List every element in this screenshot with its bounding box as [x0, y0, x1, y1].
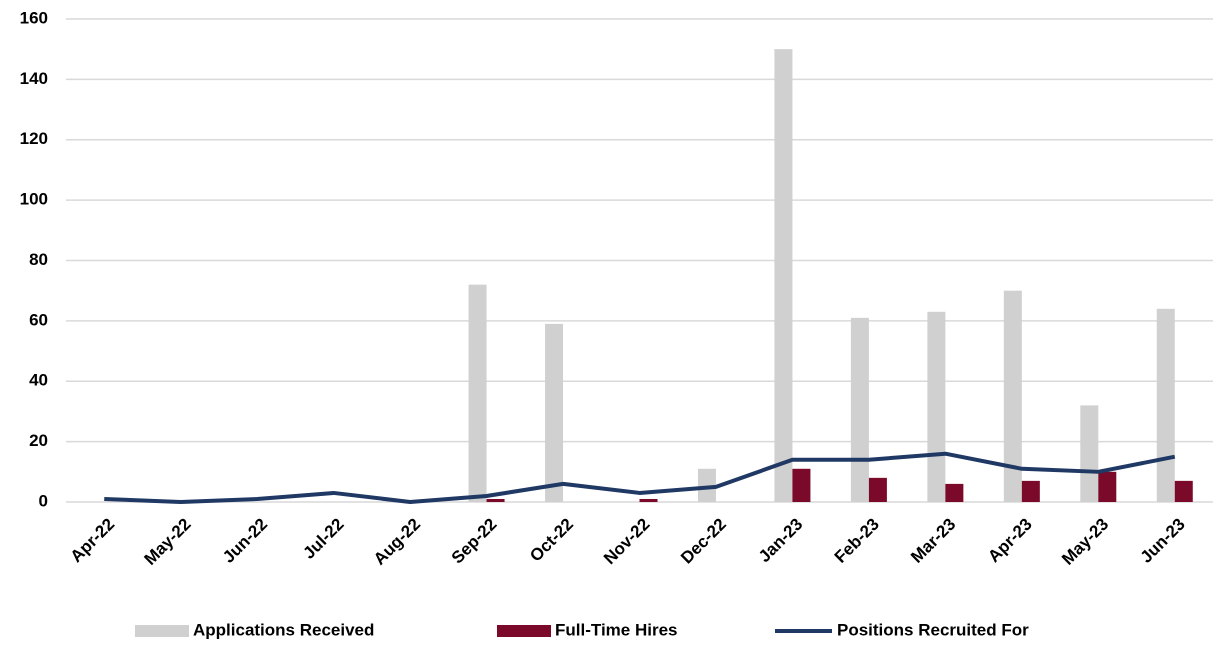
bar — [1080, 405, 1099, 502]
x-tick-label: May-23 — [1058, 515, 1112, 569]
bar — [945, 483, 964, 502]
y-tick-label: 0 — [39, 491, 48, 510]
x-tick-label: Jun-22 — [219, 515, 271, 567]
bar — [927, 311, 946, 502]
x-tick-label: Sep-22 — [448, 515, 501, 568]
legend-label: Positions Recruited For — [837, 620, 1029, 639]
x-tick-label: May-22 — [141, 515, 195, 569]
x-tick-label: Mar-23 — [907, 515, 959, 567]
legend-label: Full-Time Hires — [555, 620, 678, 639]
bar — [1156, 308, 1175, 502]
y-tick-label: 40 — [29, 371, 48, 390]
bar — [1003, 290, 1022, 502]
x-tick-label: Jun-23 — [1137, 515, 1189, 567]
y-tick-label: 80 — [29, 250, 48, 269]
y-tick-label: 60 — [29, 310, 48, 329]
bar — [697, 468, 716, 502]
legend-swatch — [135, 625, 189, 637]
bar — [774, 49, 793, 502]
y-tick-label: 140 — [20, 69, 48, 88]
bar — [792, 468, 811, 502]
bar — [850, 317, 869, 502]
bar — [468, 284, 487, 502]
y-tick-label: 20 — [29, 431, 48, 450]
x-tick-label: Jul-22 — [299, 515, 347, 563]
line — [104, 451, 1176, 504]
x-tick-label: Feb-23 — [831, 515, 883, 567]
x-tick-label: Apr-23 — [984, 515, 1036, 567]
bar — [1174, 480, 1193, 502]
bar — [639, 498, 658, 502]
x-tick-label: Jan-23 — [755, 515, 807, 567]
x-tick-label: Oct-22 — [526, 515, 577, 566]
x-tick-label: Apr-22 — [67, 515, 119, 567]
bar — [1098, 471, 1117, 502]
bar — [1021, 480, 1040, 502]
y-tick-label: 120 — [20, 129, 48, 148]
legend-swatch — [497, 625, 551, 637]
x-tick-label: Nov-22 — [600, 515, 654, 569]
bar — [486, 498, 505, 502]
x-tick-label: Aug-22 — [370, 515, 424, 569]
y-tick-label: 160 — [20, 8, 48, 27]
bar — [868, 477, 887, 502]
legend-label: Applications Received — [193, 620, 374, 639]
x-tick-label: Dec-22 — [677, 515, 730, 568]
bar — [545, 323, 564, 502]
y-tick-label: 100 — [20, 190, 48, 209]
